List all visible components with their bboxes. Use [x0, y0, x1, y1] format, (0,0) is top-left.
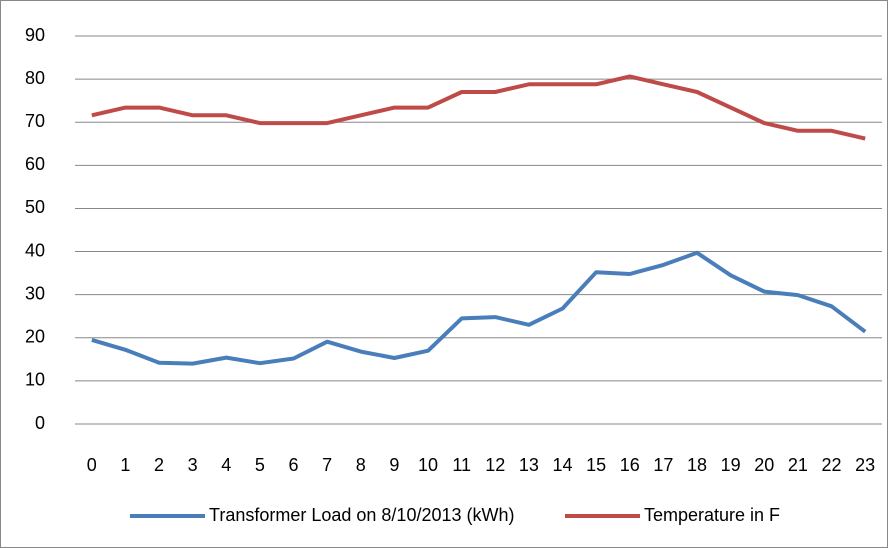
- x-tick-label: 2: [154, 455, 164, 475]
- y-tick-label: 50: [25, 197, 45, 217]
- x-tick-label: 17: [653, 455, 673, 475]
- x-tick-label: 11: [452, 455, 471, 475]
- x-tick-label: 12: [485, 455, 505, 475]
- x-tick-label: 9: [389, 455, 399, 475]
- y-tick-label: 10: [25, 370, 45, 390]
- x-tick-label: 3: [188, 455, 198, 475]
- x-tick-label: 20: [754, 455, 774, 475]
- y-tick-label: 0: [35, 413, 45, 433]
- series-line: [91, 74, 866, 141]
- y-tick-label: 90: [25, 25, 45, 45]
- x-tick-label: 1: [120, 455, 130, 475]
- x-tick-label: 16: [620, 455, 640, 475]
- x-tick-label: 15: [586, 455, 606, 475]
- x-tick-label: 7: [322, 455, 332, 475]
- x-tick-label: 23: [855, 455, 875, 475]
- legend-label: Transformer Load on 8/10/2013 (kWh): [209, 505, 514, 525]
- x-tick-label: 5: [255, 455, 265, 475]
- x-tick-label: 22: [822, 455, 842, 475]
- y-tick-label: 80: [25, 68, 45, 88]
- x-tick-label: 6: [289, 455, 299, 475]
- x-tick-label: 13: [519, 455, 539, 475]
- x-tick-label: 21: [788, 455, 808, 475]
- y-tick-label: 40: [25, 240, 45, 260]
- legend-label: Temperature in F: [644, 505, 780, 525]
- x-tick-label: 10: [418, 455, 438, 475]
- series-line: [91, 250, 867, 366]
- x-tick-label: 14: [553, 455, 573, 475]
- y-tick-label: 30: [25, 283, 45, 303]
- y-tick-label: 60: [25, 154, 45, 174]
- x-tick-label: 18: [687, 455, 707, 475]
- x-tick-label: 19: [721, 455, 741, 475]
- y-tick-label: 70: [25, 111, 45, 131]
- x-tick-label: 8: [356, 455, 366, 475]
- x-tick-label: 4: [221, 455, 231, 475]
- y-tick-label: 20: [25, 327, 45, 347]
- x-tick-label: 0: [87, 455, 97, 475]
